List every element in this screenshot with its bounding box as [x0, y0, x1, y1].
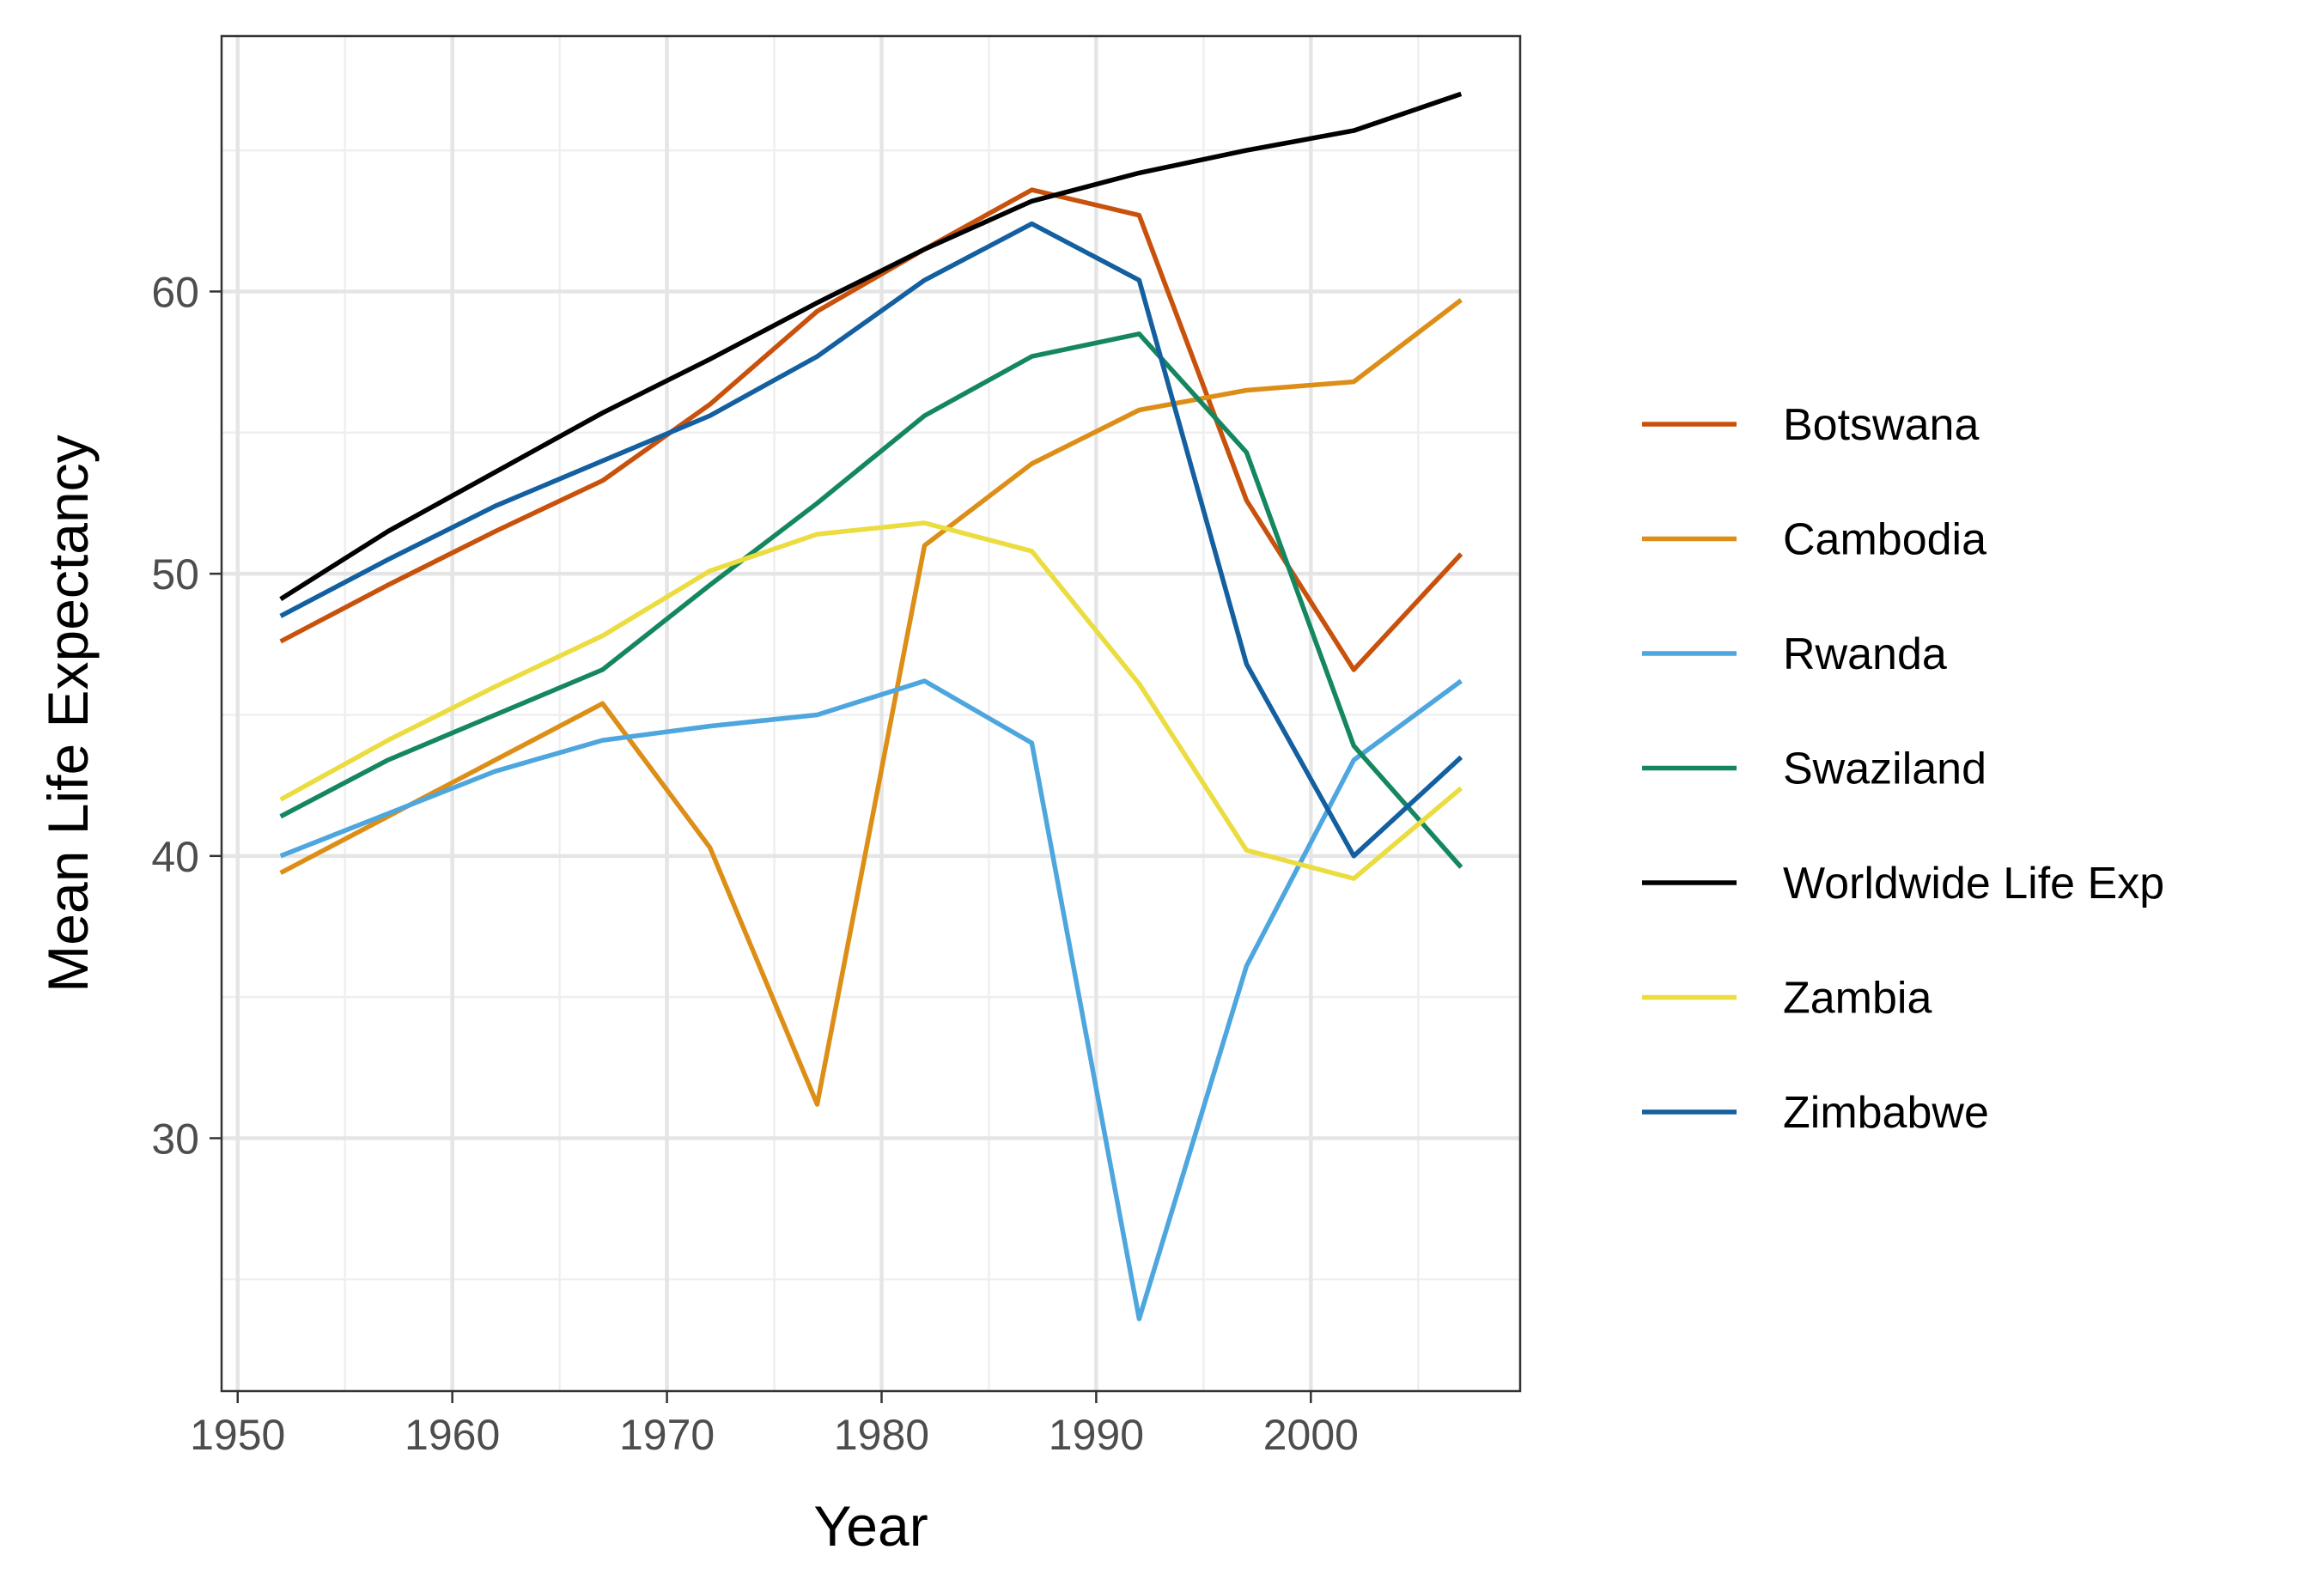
x-axis-title: Year	[813, 1494, 928, 1558]
series-line-worldwide-life-exp	[279, 91, 1463, 602]
series-lines	[279, 91, 1463, 1322]
x-tick-label: 1990	[1049, 1411, 1144, 1459]
y-tick-label: 50	[151, 550, 199, 599]
series-line-swaziland	[279, 331, 1463, 869]
legend-label-zimbabwe: Zimbabwe	[1783, 1088, 1989, 1138]
legend-label-swaziland: Swaziland	[1783, 744, 1986, 794]
x-tick-label: 1970	[619, 1411, 715, 1459]
series-line-botswana	[279, 187, 1463, 672]
series-line-zimbabwe	[279, 221, 1463, 859]
series-line-rwanda	[279, 678, 1463, 1322]
series-line-zambia	[279, 520, 1463, 881]
legend-label-cambodia: Cambodia	[1783, 515, 1986, 565]
series-line-cambodia	[279, 298, 1463, 1107]
legend-label-rwanda: Rwanda	[1783, 629, 1947, 679]
x-tick-label: 1950	[190, 1411, 285, 1459]
x-tick-label: 1960	[405, 1411, 500, 1459]
legend-label-zambia: Zambia	[1783, 974, 1932, 1024]
y-tick-label: 40	[151, 833, 199, 881]
y-axis-title: Mean Life Expectancy	[36, 434, 100, 992]
plot-panel	[220, 34, 1522, 1393]
panel-background	[222, 36, 1520, 1391]
x-axis: 1950 1960 1970 1980 1990 2000	[190, 1391, 1359, 1459]
legend-label-worldwide-life-exp: Worldwide Life Exp	[1783, 859, 2164, 908]
y-tick-label: 60	[151, 268, 199, 316]
y-tick-label: 30	[151, 1115, 199, 1164]
legend: Botswana Cambodia Rwanda Swaziland Worldwide…	[1642, 400, 2164, 1138]
y-axis: 30 40 50 60	[151, 268, 222, 1164]
x-tick-label: 2000	[1263, 1411, 1359, 1459]
x-tick-label: 1980	[834, 1411, 929, 1459]
legend-label-botswana: Botswana	[1783, 400, 1979, 450]
panel-border	[220, 34, 1522, 1393]
